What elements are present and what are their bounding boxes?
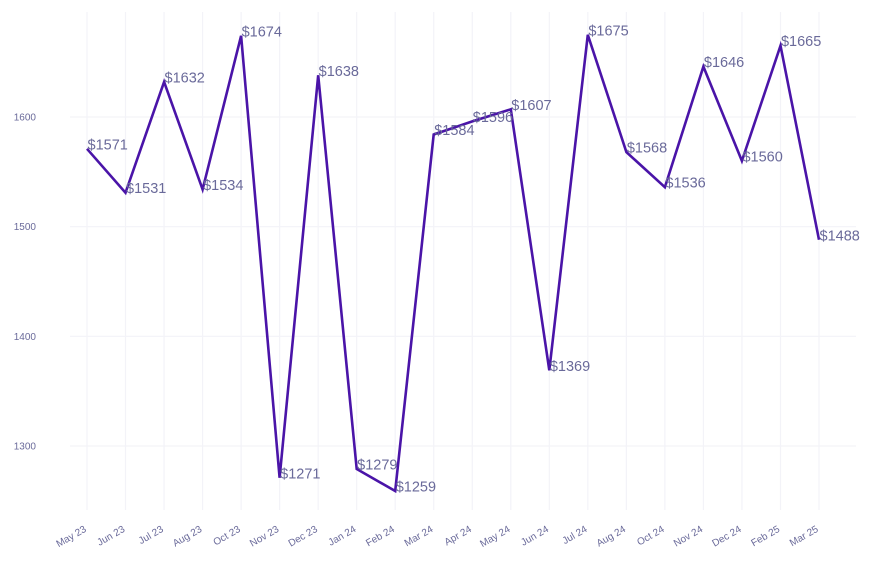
x-tick-label: Jul 23 — [137, 524, 166, 547]
data-label: $1531 — [126, 181, 166, 197]
data-label: $1675 — [588, 23, 628, 39]
x-tick-label: Feb 25 — [750, 524, 783, 549]
data-label: $1271 — [280, 466, 320, 482]
series-line — [86, 34, 821, 494]
x-tick-label: Nov 24 — [672, 524, 705, 550]
data-label: $1674 — [242, 24, 282, 40]
data-labels: $1571 $1531 $1632 $1534 $1674 $1271 $1638 $1279… — [88, 23, 860, 495]
series-group — [86, 34, 821, 494]
y-tick-label: 1500 — [14, 222, 37, 233]
x-tick-label: May 23 — [55, 524, 89, 550]
x-tick-label: Aug 23 — [171, 524, 204, 550]
data-label: $1259 — [396, 479, 436, 495]
data-label: $1646 — [704, 55, 744, 71]
grid-lines — [70, 12, 856, 510]
x-tick-label: Dec 24 — [711, 524, 744, 550]
x-tick-label: Oct 23 — [212, 524, 243, 548]
data-label: $1534 — [203, 178, 243, 194]
x-tick-label: Jul 24 — [561, 524, 590, 547]
data-label: $1488 — [820, 228, 860, 244]
data-label: $1607 — [511, 98, 551, 114]
data-label: $1638 — [319, 64, 359, 80]
y-tick-label: 1600 — [14, 113, 37, 124]
x-tick-label: Feb 24 — [364, 524, 397, 549]
x-tick-label: May 24 — [478, 524, 512, 550]
data-label: $1568 — [627, 141, 667, 157]
x-tick-label: Mar 24 — [403, 524, 436, 549]
x-tick-label: Jun 23 — [96, 524, 128, 549]
data-label: $1279 — [357, 458, 397, 474]
x-tick-label: Oct 24 — [635, 524, 666, 548]
x-tick-label: Aug 24 — [595, 524, 628, 550]
x-tick-label: Dec 23 — [287, 524, 320, 550]
data-label: $1560 — [742, 149, 782, 165]
x-tick-label: Jun 24 — [519, 524, 551, 549]
x-tick-label: Jan 24 — [327, 524, 359, 549]
y-tick-label: 1400 — [14, 332, 37, 343]
data-label: $1665 — [781, 34, 821, 50]
data-label: $1584 — [434, 123, 474, 139]
data-label: $1596 — [473, 110, 513, 126]
data-label: $1369 — [550, 359, 590, 375]
data-label: $1571 — [88, 137, 128, 153]
y-tick-label: 1300 — [14, 442, 37, 453]
data-label: $1632 — [165, 70, 205, 86]
data-label: $1536 — [665, 176, 705, 192]
y-axis-ticks: 1300 1400 1500 1600 — [14, 113, 37, 453]
x-tick-label: Mar 25 — [788, 524, 821, 549]
x-axis-ticks: May 23 Jun 23 Jul 23 Aug 23 Oct 23 Nov 23 Dec … — [55, 524, 821, 550]
x-tick-label: Apr 24 — [443, 524, 474, 548]
x-tick-label: Nov 23 — [248, 524, 281, 550]
